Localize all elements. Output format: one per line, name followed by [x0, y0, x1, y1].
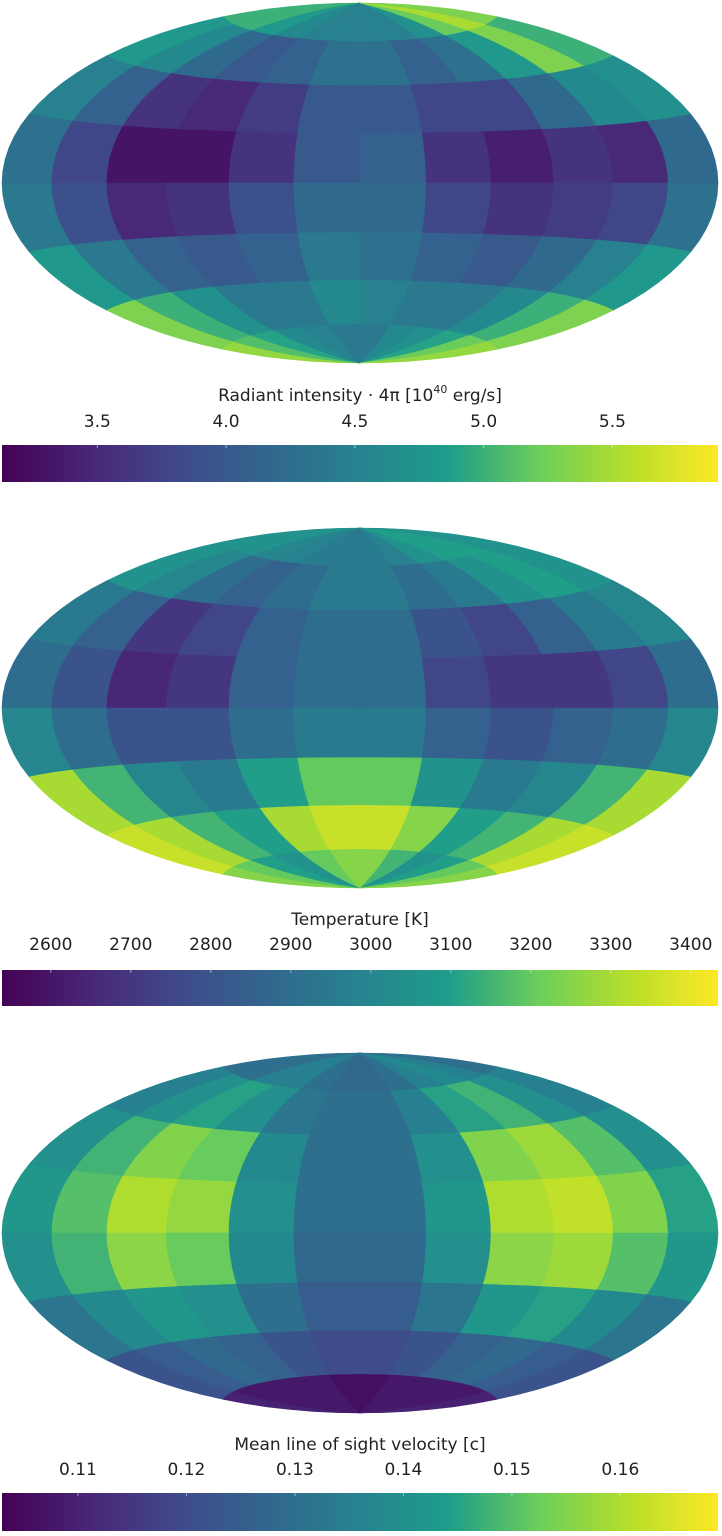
heatmap-cell [421, 656, 492, 709]
heatmap-cell [482, 1179, 555, 1234]
heatmap-cell [482, 1232, 555, 1287]
heatmap-cell [228, 656, 299, 709]
heatmap-cell [482, 182, 555, 237]
heatmap-cell [165, 182, 238, 237]
heatmap-cell [165, 1232, 238, 1287]
heatmap-cell [421, 1181, 492, 1234]
heatmap-cell [482, 654, 555, 709]
heatmap-cell [359, 1182, 427, 1234]
heatmap-cell [297, 1282, 361, 1332]
colorbar-label: Temperature [K] [290, 910, 429, 930]
heatmap-cell [293, 1182, 361, 1234]
colorbar-label-part: erg/s] [447, 386, 502, 406]
colorbar-tick-label: 3000 [349, 935, 392, 955]
sky-map [1, 2, 719, 364]
heatmap-cell [297, 757, 361, 807]
sky-map [1, 527, 719, 889]
colorbar-tick-label: 2700 [109, 935, 152, 955]
heatmap-cell [421, 182, 492, 235]
colorbar-label-part: Mean line of sight velocity [c] [234, 1435, 485, 1455]
heatmap-cell [359, 132, 427, 184]
colorbar-tick-label: 2800 [189, 935, 232, 955]
heatmap-cell [165, 129, 238, 184]
heatmap-cell [228, 131, 299, 184]
colorbar-tick-label: 3100 [429, 935, 472, 955]
colorbar-tick-label: 2900 [269, 935, 312, 955]
colorbar-tick-label: 4.5 [341, 412, 368, 432]
heatmap-cell [293, 182, 361, 234]
colorbar-tick-label: 0.15 [493, 1460, 531, 1480]
colorbar-tick-label: 0.14 [384, 1460, 422, 1480]
heatmap-cell [359, 341, 498, 364]
sky-map [1, 1052, 719, 1414]
heatmap-cell [297, 609, 361, 659]
heatmap-cell [293, 657, 361, 709]
colorbar [2, 1493, 718, 1531]
colorbar-tick-label: 3300 [589, 935, 632, 955]
colorbar-tick-label: 5.0 [470, 412, 497, 432]
colorbar-label-part: Temperature [K] [290, 910, 429, 930]
heatmap-cell [482, 129, 555, 184]
colorbar-tick-label: 0.13 [276, 1460, 314, 1480]
heatmap-cell [293, 132, 361, 184]
heatmap-cell [228, 182, 299, 235]
colorbar-tick-label: 4.0 [213, 412, 240, 432]
heatmap-cell [421, 1232, 492, 1285]
heatmap-cell [165, 1179, 238, 1234]
heatmap-cell [297, 232, 361, 282]
heatmap-cell [293, 1232, 361, 1284]
heatmap-cell [359, 1391, 498, 1414]
colorbar-label-part: Radiant intensity · 4π [10 [218, 386, 433, 406]
heatmap-cell [165, 707, 238, 762]
colorbar-tick-label: 0.12 [167, 1460, 205, 1480]
heatmap-cell [359, 707, 427, 759]
heatmap-cell [421, 131, 492, 184]
heatmap-cell [359, 657, 427, 709]
heatmap-cell [228, 1181, 299, 1234]
colorbar-tick-label: 3400 [669, 935, 712, 955]
heatmap-cell [359, 866, 498, 889]
colorbar-label-part: 40 [433, 383, 447, 396]
heatmap-cell [359, 182, 427, 234]
colorbar-tick-label: 3.5 [84, 412, 111, 432]
colorbar-tick-label: 3200 [509, 935, 552, 955]
heatmap-cell [297, 84, 361, 134]
colorbar-tick-label: 0.11 [59, 1460, 97, 1480]
heatmap-cell [228, 707, 299, 760]
colorbar-tick-label: 0.16 [601, 1460, 639, 1480]
heatmap-cell [482, 707, 555, 762]
colorbar [2, 970, 718, 1006]
heatmap-cell [293, 707, 361, 759]
heatmap-cell [165, 654, 238, 709]
colorbar-tick-label: 5.5 [599, 412, 626, 432]
colorbar-label: Radiant intensity · 4π [1040 erg/s] [218, 383, 502, 407]
heatmap-cell [297, 1134, 361, 1184]
colorbar-tick-label: 2600 [29, 935, 72, 955]
heatmap-cell [359, 1232, 427, 1284]
colorbar [2, 445, 718, 482]
colorbar-label: Mean line of sight velocity [c] [234, 1435, 485, 1455]
heatmap-cell [421, 707, 492, 760]
heatmap-cell [228, 1232, 299, 1285]
